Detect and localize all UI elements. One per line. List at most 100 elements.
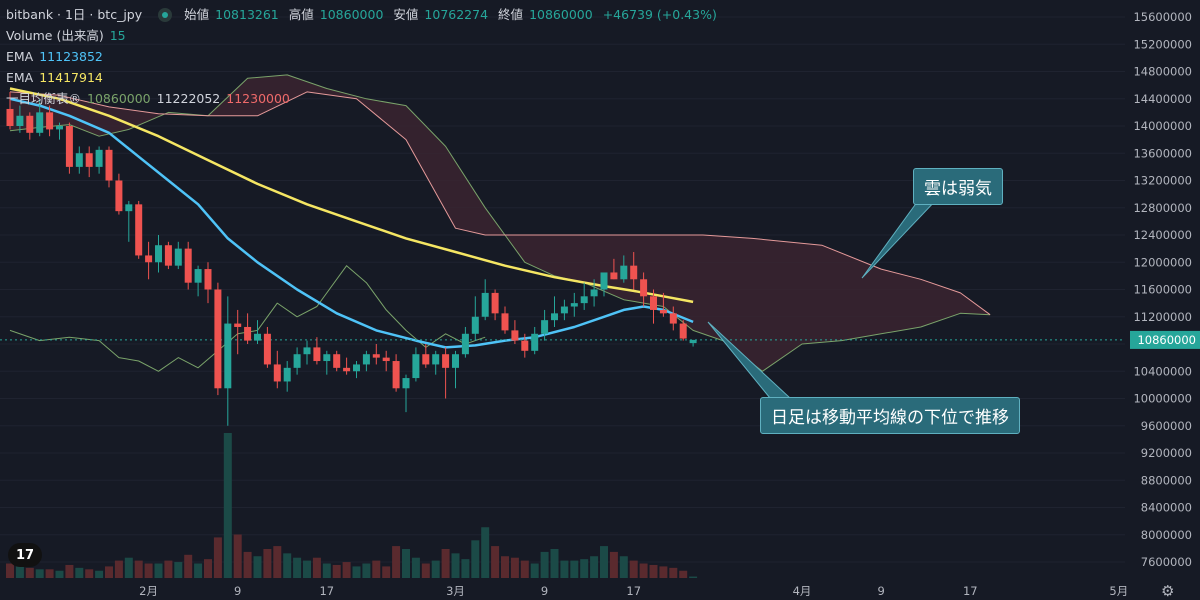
candle-body — [283, 367, 291, 382]
candle-body — [75, 153, 83, 167]
high-value: 10860000 — [319, 7, 384, 22]
volume-bar — [629, 560, 638, 578]
symbol-title[interactable]: bitbank · 1日 · btc_jpy — [6, 7, 143, 22]
volume-bar — [491, 546, 500, 578]
candle-body — [362, 354, 370, 365]
volume-bar — [619, 556, 628, 578]
legend-ichimoku-value-2: 11222052 — [156, 91, 221, 106]
volume-bar — [243, 551, 252, 578]
volume-bar — [223, 433, 232, 578]
candle-body — [6, 108, 14, 126]
candle-body — [491, 292, 499, 314]
volume-bar — [55, 570, 64, 578]
close-value: 10860000 — [529, 7, 593, 22]
annotation-below-ma[interactable]: 日足は移動平均線の下位で推移 — [760, 397, 1020, 434]
volume-bar — [144, 563, 153, 578]
volume-bar — [609, 551, 618, 578]
candle-body — [46, 112, 54, 130]
volume-bar — [253, 556, 262, 578]
candle-body — [461, 333, 469, 355]
annotation-cloud-bearish[interactable]: 雲は弱気 — [913, 168, 1003, 205]
price-tick-label: 10000000 — [1133, 392, 1192, 406]
candle-body — [184, 248, 192, 283]
candle-body — [145, 255, 153, 263]
volume-bar — [481, 527, 490, 578]
volume-bar — [194, 563, 203, 578]
change-value: +46739 (+0.43%) — [602, 7, 717, 22]
candle-body — [224, 323, 232, 389]
candle-body — [65, 126, 73, 167]
price-tick-label: 11200000 — [1133, 310, 1192, 324]
candle-body — [303, 347, 311, 355]
legend-volume[interactable]: Volume (出来高) 15 — [6, 25, 721, 46]
candle-body — [610, 272, 618, 280]
price-tick-label: 7600000 — [1141, 555, 1192, 569]
volume-bar — [342, 562, 351, 578]
volume-bar — [461, 559, 470, 578]
volume-bar — [303, 560, 311, 578]
legend-ema-long-name: EMA — [6, 70, 34, 85]
volume-bar — [164, 560, 173, 578]
candle-body — [669, 313, 677, 324]
candle-body — [620, 265, 628, 280]
candle-body — [422, 354, 430, 365]
volume-bar — [233, 534, 242, 578]
volume-bar — [105, 566, 113, 578]
volume-bar — [431, 560, 440, 578]
last-price-badge — [1130, 330, 1200, 349]
volume-bar — [451, 553, 460, 578]
candle-body — [452, 354, 459, 368]
volume-bar — [95, 570, 104, 578]
price-tick-label: 14400000 — [1133, 92, 1192, 106]
candle-body — [442, 354, 450, 368]
volume-bar — [174, 562, 183, 578]
header-row: bitbank · 1日 · btc_jpy 始値 10813261 高値 1086… — [6, 4, 721, 25]
candles — [6, 91, 697, 426]
candle-body — [155, 245, 162, 263]
price-tick-label: 12400000 — [1133, 228, 1192, 242]
last-price-label: 10860000 — [1137, 333, 1196, 347]
gear-icon[interactable]: ⚙ — [1161, 582, 1175, 600]
volume-bar — [659, 566, 668, 578]
volume-bar — [580, 559, 589, 578]
legend-ichimoku[interactable]: 一目均衡表® 10860000 11222052 11230000 — [6, 88, 721, 109]
candle-body — [125, 204, 133, 212]
legend-ema-short[interactable]: EMA 11123852 — [6, 46, 721, 67]
high-label: 高値 — [288, 7, 314, 22]
volume-bar — [273, 546, 282, 578]
time-tick-label: 5月 — [1109, 584, 1128, 598]
candle-body — [353, 364, 360, 372]
volume-bar — [332, 564, 341, 578]
legend-volume-value: 15 — [109, 28, 126, 43]
volume-bar — [421, 563, 430, 578]
candle-body — [471, 316, 479, 334]
legend-volume-name: Volume (出来高) — [6, 28, 104, 43]
time-tick-label: 17 — [626, 584, 641, 598]
candle-body — [263, 333, 271, 365]
volume-bar — [65, 564, 74, 578]
candle-body — [254, 333, 261, 341]
candle-body — [234, 323, 242, 327]
volume-bar — [402, 549, 410, 578]
volume-bar — [75, 567, 84, 578]
volume-bar — [411, 557, 420, 578]
candle-body — [333, 354, 341, 368]
close-label: 終値 — [498, 7, 524, 22]
price-tick-label: 10400000 — [1133, 364, 1192, 378]
candle-body — [531, 333, 539, 351]
price-tick-label: 8000000 — [1141, 528, 1192, 542]
candle-body — [412, 354, 420, 379]
volume-bar — [540, 551, 549, 578]
candle-body — [640, 279, 648, 297]
ema-short-line — [9, 97, 694, 349]
volume-bars — [6, 433, 698, 578]
legend-ema-long[interactable]: EMA 11417914 — [6, 67, 721, 88]
volume-bar — [35, 569, 44, 578]
candle-body — [650, 296, 657, 310]
price-axis: 15600000 15200000 14800000 14400000 14000000… — [1130, 10, 1200, 569]
ichimoku-cloud — [10, 74, 991, 372]
callout-tail-cloud — [861, 197, 940, 279]
volume-bar — [590, 556, 599, 578]
time-tick-label: 4月 — [793, 584, 812, 598]
